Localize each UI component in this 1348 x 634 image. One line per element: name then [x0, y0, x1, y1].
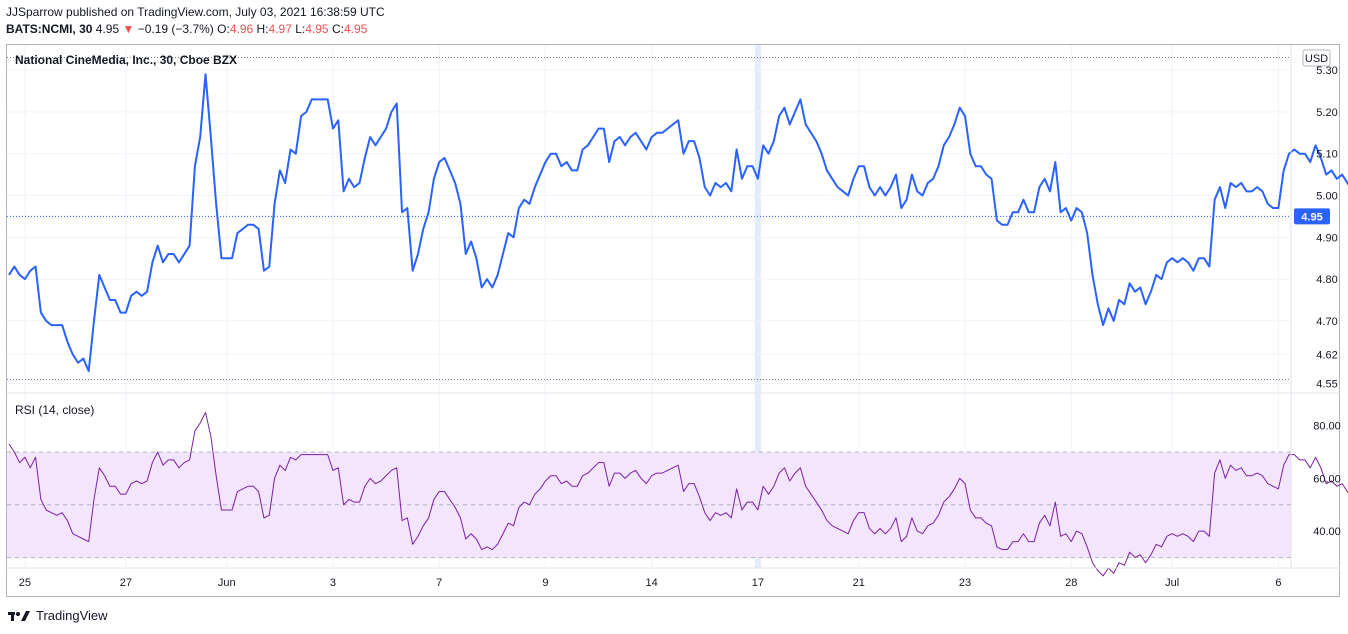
publisher-line: JJSparrow published on TradingView.com, …: [6, 5, 385, 19]
last-price-tag: [1294, 208, 1330, 225]
currency-badge[interactable]: [1302, 49, 1331, 67]
time-axis-label: 7: [436, 577, 442, 589]
close-value: 4.95: [343, 22, 368, 36]
time-axis-label: 17: [752, 577, 764, 589]
rsi-axis-label: 40.00: [1313, 526, 1341, 538]
price-axis-label: 5.20: [1316, 107, 1337, 119]
price-axis-label: 4.55: [1316, 379, 1337, 391]
change-value: −0.19 (−3.7%): [137, 22, 214, 36]
chart-frame: [6, 44, 1340, 597]
last-price-tag-label: 4.95: [1301, 211, 1322, 223]
last-price-value: 4.95: [95, 22, 120, 36]
time-axis-label: Jun: [218, 577, 236, 589]
rsi-axis-label: 80.00: [1313, 421, 1341, 433]
tradingview-footer[interactable]: TradingView: [8, 608, 108, 623]
instrument-title: National CineMedia, Inc., 30, Cboe BZX: [15, 53, 238, 67]
rsi-title: RSI (14, close): [15, 403, 95, 417]
time-axis-label: 9: [542, 577, 548, 589]
session-highlight: [754, 45, 761, 568]
high-label: H:: [256, 22, 269, 36]
time-axis-label: 23: [959, 577, 971, 589]
price-axis-label: 4.90: [1316, 232, 1337, 244]
price-axis-label: 4.62: [1316, 349, 1337, 361]
close-label: C:: [331, 22, 344, 36]
open-value: 4.96: [229, 22, 254, 36]
time-axis-label: Jul: [1165, 577, 1179, 589]
time-axis-label: 6: [1275, 577, 1281, 589]
time-axis-label: 27: [120, 577, 132, 589]
time-axis-label: 14: [646, 577, 658, 589]
currency-label: USD: [1305, 53, 1328, 65]
tradingview-brand: TradingView: [36, 608, 108, 623]
rsi-series-line[interactable]: [8, 411, 1348, 577]
high-value: 4.97: [268, 22, 292, 36]
open-label: O:: [217, 22, 230, 36]
tradingview-logo-icon: [8, 610, 30, 621]
price-axis-label: 5.30: [1316, 65, 1337, 77]
price-axis-label: 5.00: [1316, 191, 1337, 203]
ohlc-line: BATS:NCMI, 30 4.95 ▼ −0.19 (−3.7%) O:4.9…: [6, 22, 367, 36]
low-value: 4.95: [305, 22, 329, 36]
time-axis-label: 28: [1065, 577, 1077, 589]
price-axis-label: 4.80: [1316, 274, 1337, 286]
price-series-line[interactable]: [8, 73, 1348, 373]
time-axis-label: 25: [19, 577, 31, 589]
symbol-label[interactable]: BATS:NCMI, 30: [6, 22, 93, 36]
low-label: L:: [295, 22, 306, 36]
time-axis-label: 21: [853, 577, 865, 589]
down-arrow-icon: ▼: [122, 22, 135, 36]
price-axis-label: 4.70: [1316, 316, 1337, 328]
time-axis-label: 3: [330, 577, 336, 589]
price-axis-label: 5.10: [1316, 149, 1337, 161]
rsi-axis-label: 60.00: [1313, 473, 1341, 485]
